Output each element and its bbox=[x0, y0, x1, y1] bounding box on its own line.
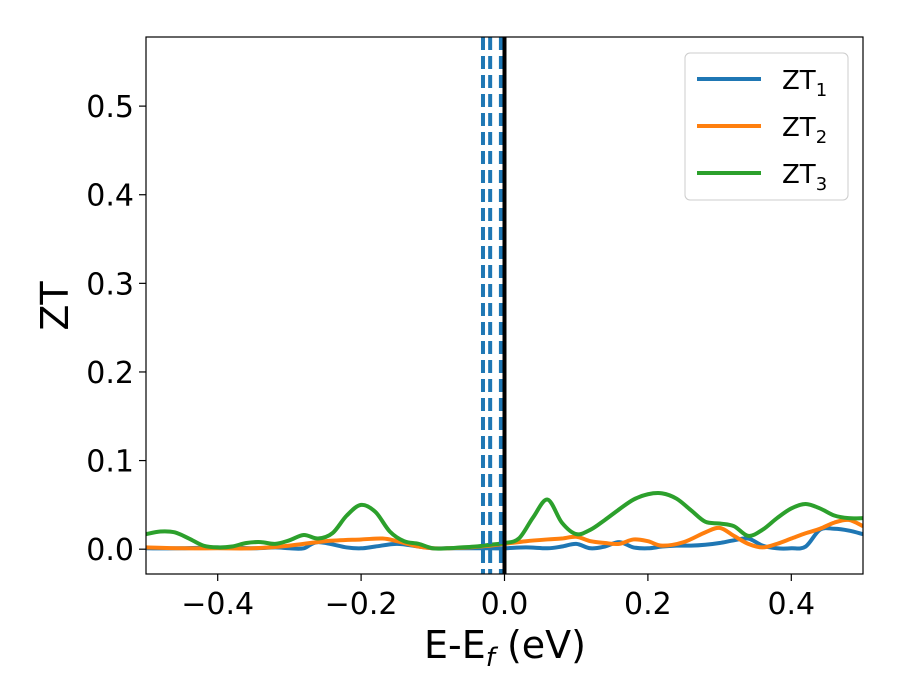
y-axis-label: ZT bbox=[33, 281, 77, 331]
x-tick-label: −0.4 bbox=[181, 587, 254, 622]
x-tick-label: 0.0 bbox=[481, 587, 529, 622]
x-tick-label: −0.2 bbox=[325, 587, 398, 622]
y-tick-label: 0.0 bbox=[86, 533, 134, 568]
reference-lines bbox=[480, 37, 507, 574]
y-tick-label: 0.1 bbox=[86, 445, 134, 480]
y-tick-label: 0.2 bbox=[86, 356, 134, 391]
y-tick-label: 0.4 bbox=[86, 179, 134, 214]
y-tick-label: 0.5 bbox=[86, 90, 134, 125]
x-axis-label-main: E-E bbox=[424, 623, 486, 667]
x-tick-label: 0.2 bbox=[624, 587, 672, 622]
legend-label-3: ZT3 bbox=[782, 160, 827, 195]
series-line-2 bbox=[146, 517, 863, 551]
x-axis-label: E-Ef (eV) bbox=[424, 623, 586, 673]
legend: ZT1 ZT2 ZT3 bbox=[684, 52, 849, 201]
x-axis-label-unit: (eV) bbox=[495, 623, 586, 667]
x-tick-label: 0.4 bbox=[767, 587, 815, 622]
axis-ticks: −0.4 −0.2 0.0 0.2 0.4 0.0 0.1 0.2 0.3 0.4 0.5 bbox=[86, 90, 815, 622]
legend-label-2: ZT2 bbox=[782, 113, 827, 148]
legend-label-1: ZT1 bbox=[782, 66, 827, 101]
y-tick-label: 0.3 bbox=[86, 267, 134, 302]
legend-box bbox=[684, 52, 849, 201]
